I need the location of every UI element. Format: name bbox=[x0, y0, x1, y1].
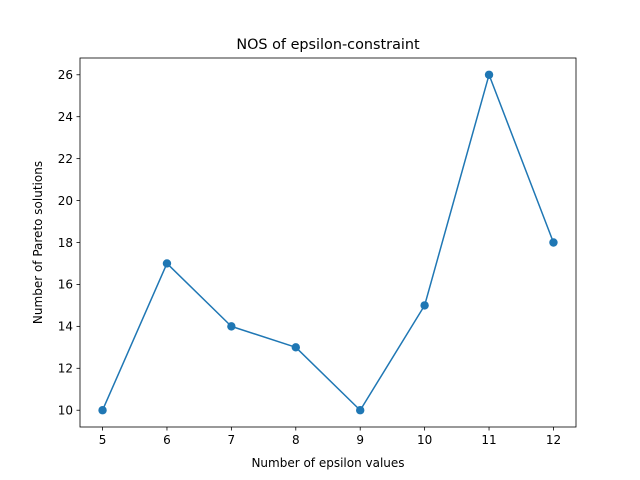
x-tick-label: 10 bbox=[417, 433, 432, 447]
x-axis-label: Number of epsilon values bbox=[251, 456, 404, 470]
data-point bbox=[227, 322, 236, 331]
data-point bbox=[98, 406, 107, 415]
y-axis-label: Number of Pareto solutions bbox=[31, 161, 45, 324]
x-tick-label: 7 bbox=[228, 433, 236, 447]
series-line bbox=[101, 74, 555, 411]
y-tick-label: 16 bbox=[58, 278, 73, 292]
data-point bbox=[291, 343, 300, 352]
x-tick-label: 11 bbox=[481, 433, 496, 447]
x-axis: 5 6 7 8 9 10 11 12 bbox=[99, 427, 561, 447]
x-tick-label: 5 bbox=[99, 433, 107, 447]
chart-title: NOS of epsilon-constraint bbox=[236, 37, 420, 53]
y-tick-label: 22 bbox=[58, 152, 73, 166]
x-tick-label: 6 bbox=[163, 433, 171, 447]
data-point bbox=[420, 301, 429, 310]
axes-frame bbox=[79, 57, 577, 428]
data-point bbox=[549, 238, 558, 247]
y-tick-label: 24 bbox=[58, 110, 73, 124]
data-point bbox=[356, 406, 365, 415]
y-tick-label: 26 bbox=[58, 68, 73, 82]
x-tick-label: 9 bbox=[356, 433, 364, 447]
data-point bbox=[484, 70, 494, 79]
y-tick-label: 20 bbox=[58, 194, 73, 208]
x-tick-label: 8 bbox=[292, 433, 300, 447]
x-tick-label: 12 bbox=[546, 433, 561, 447]
y-tick-label: 14 bbox=[58, 320, 73, 334]
y-tick-label: 12 bbox=[58, 362, 73, 376]
y-tick-label: 18 bbox=[58, 236, 73, 250]
plot-area bbox=[98, 70, 558, 415]
data-point bbox=[162, 259, 172, 268]
y-axis: 10 12 14 16 18 20 22 24 26 bbox=[58, 68, 80, 418]
y-tick-label: 10 bbox=[58, 404, 73, 418]
